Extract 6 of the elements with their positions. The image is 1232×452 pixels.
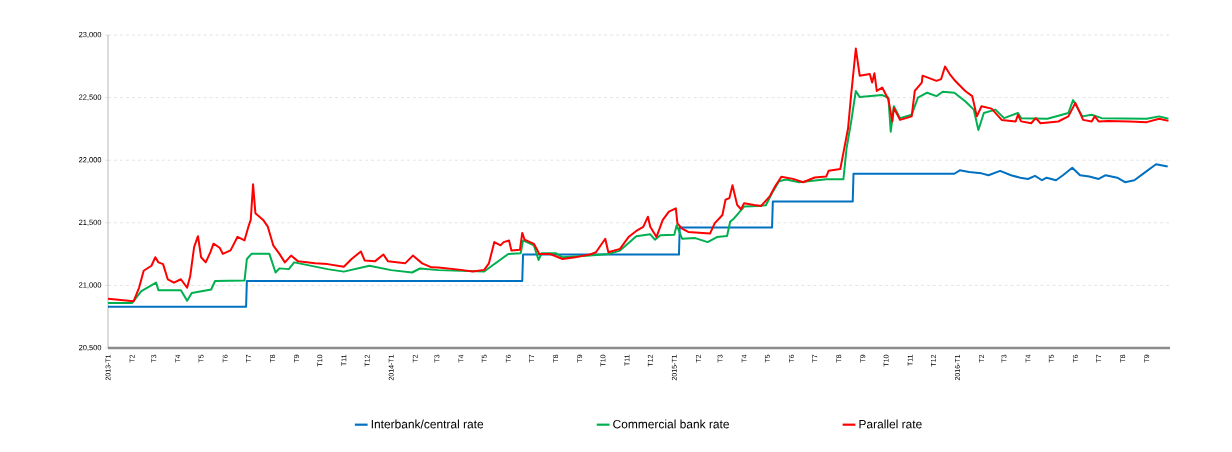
legend-label: Parallel rate [859,419,922,429]
line-series [108,163,1169,308]
line-series [108,89,1170,304]
line-series [108,47,1170,303]
legend-label: Interbank/central rate [371,419,484,429]
legend-label: Commercial bank rate [613,419,729,429]
